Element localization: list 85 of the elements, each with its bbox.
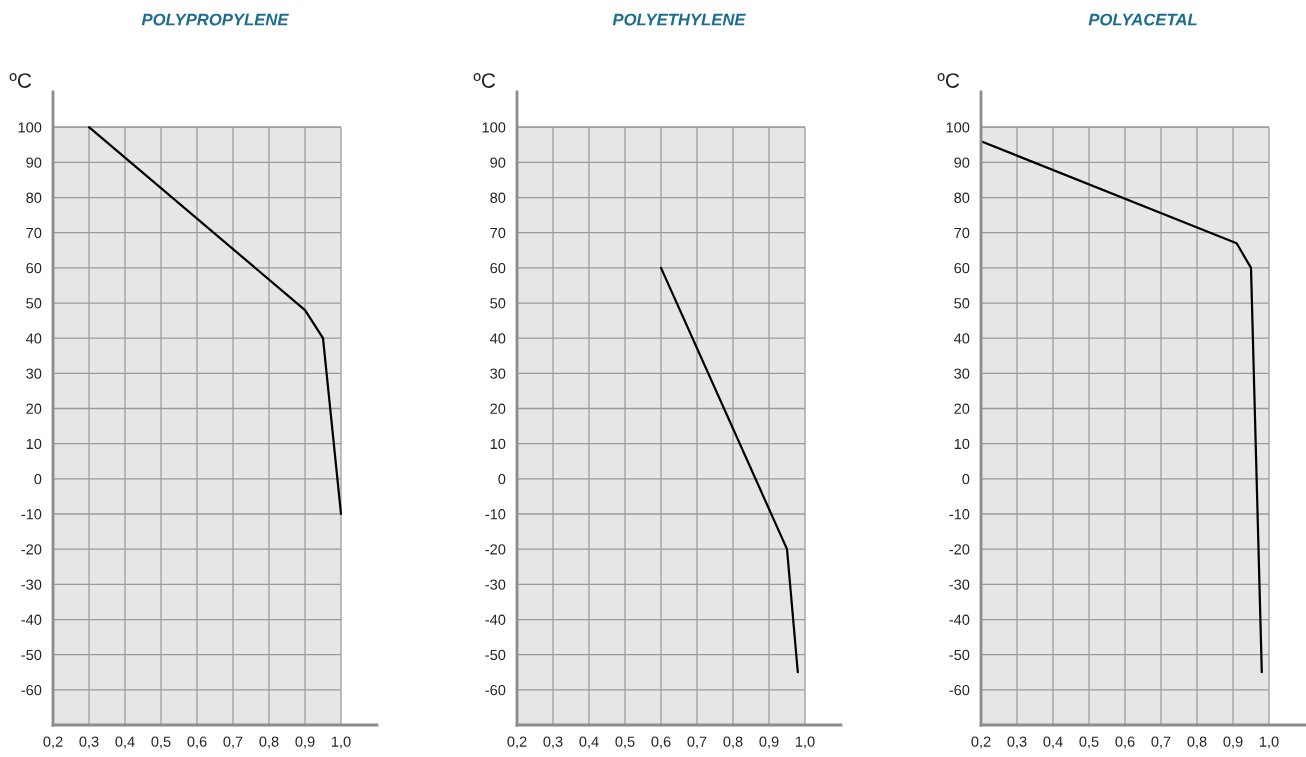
- y-tick-label: 50: [26, 298, 42, 309]
- chart-title: POLYACETAL: [1088, 13, 1197, 26]
- x-tick-label: 0,6: [1115, 736, 1135, 749]
- line-series: [87, 126, 343, 516]
- y-tick-label: 20: [26, 403, 42, 414]
- x-tick-label: 0,2: [43, 736, 63, 749]
- x-tick-label: 1,0: [795, 736, 815, 749]
- y-tick-label: 100: [482, 122, 506, 133]
- y-tick-label: 0: [34, 473, 42, 485]
- x-tick-label: 0,3: [79, 736, 99, 749]
- x-tick-label: 0,5: [1079, 736, 1099, 749]
- y-tick-label: 70: [954, 227, 970, 239]
- y-tick-label: -30: [949, 579, 970, 590]
- x-tick-label: 0,2: [971, 736, 991, 749]
- x-tick-label: 0,7: [223, 736, 243, 749]
- y-tick-label: 0: [962, 473, 970, 485]
- y-tick-label: -50: [21, 649, 42, 661]
- x-tick-label: 0,4: [1043, 736, 1063, 749]
- y-tick-label: 80: [954, 192, 970, 203]
- y-tick-label: -10: [949, 509, 970, 520]
- x-tick-label: 0,9: [295, 736, 315, 749]
- x-tick-label: 0,9: [759, 736, 779, 749]
- x-tick-label: 0,4: [579, 736, 599, 749]
- x-tick-label: 1,0: [331, 736, 351, 749]
- y-tick-label: 80: [490, 192, 506, 203]
- y-tick-label: -60: [485, 684, 506, 696]
- y-tick-label: 80: [26, 192, 42, 203]
- y-axis-title: ºC: [9, 73, 32, 88]
- x-tick-label: 0,5: [151, 736, 171, 749]
- y-tick-label: 70: [26, 227, 42, 239]
- x-tick-label: 0,3: [1007, 736, 1027, 749]
- y-tick-label: -20: [21, 544, 42, 555]
- x-tick-label: 0,2: [507, 736, 527, 749]
- y-tick-label: 90: [26, 157, 42, 168]
- x-tick-label: 0,5: [615, 736, 635, 749]
- x-tick-label: 0,9: [1223, 736, 1243, 749]
- y-tick-label: 40: [26, 333, 42, 344]
- x-tick-label: 0,4: [115, 736, 135, 749]
- y-tick-label: 60: [26, 262, 42, 274]
- y-tick-label: -40: [21, 614, 42, 625]
- x-tick-label: 0,6: [651, 736, 671, 749]
- y-axis-title: ºC: [473, 73, 496, 88]
- y-tick-label: -60: [949, 684, 970, 696]
- y-tick-label: 50: [490, 298, 506, 309]
- x-tick-label: 1,0: [1259, 736, 1279, 749]
- y-tick-label: -20: [949, 544, 970, 555]
- chart-title: POLYPROPYLENE: [141, 13, 289, 26]
- y-tick-label: 0: [498, 473, 506, 485]
- y-tick-label: 30: [490, 368, 506, 379]
- y-tick-label: -40: [949, 614, 970, 625]
- y-tick-label: 60: [490, 262, 506, 274]
- y-tick-label: 20: [954, 403, 970, 414]
- y-tick-label: -30: [21, 579, 42, 590]
- y-tick-label: 100: [18, 122, 42, 133]
- y-tick-label: 90: [954, 157, 970, 168]
- y-tick-label: -10: [485, 509, 506, 520]
- y-tick-label: 70: [490, 227, 506, 239]
- y-tick-label: -30: [485, 579, 506, 590]
- y-tick-label: 20: [490, 403, 506, 414]
- y-tick-label: 50: [954, 298, 970, 309]
- y-tick-label: 40: [490, 333, 506, 344]
- y-tick-label: -20: [485, 544, 506, 555]
- y-tick-label: 100: [946, 122, 970, 133]
- y-tick-label: -50: [949, 649, 970, 661]
- y-tick-label: 60: [954, 262, 970, 274]
- x-tick-label: 0,7: [1151, 736, 1171, 749]
- y-tick-label: -50: [485, 649, 506, 661]
- x-tick-label: 0,8: [1187, 736, 1207, 749]
- y-tick-label: 10: [26, 438, 42, 450]
- y-tick-label: -60: [21, 684, 42, 696]
- y-tick-label: -10: [21, 509, 42, 520]
- y-tick-label: 30: [26, 368, 42, 379]
- x-tick-label: 0,6: [187, 736, 207, 749]
- y-tick-label: 30: [954, 368, 970, 379]
- y-tick-label: 40: [954, 333, 970, 344]
- y-axis-title: ºC: [937, 73, 960, 88]
- x-tick-label: 0,7: [687, 736, 707, 749]
- y-tick-label: -40: [485, 614, 506, 625]
- y-tick-label: 10: [954, 438, 970, 450]
- x-tick-label: 0,8: [259, 736, 279, 749]
- chart-title: POLYETHYLENE: [612, 13, 746, 26]
- x-tick-label: 0,3: [543, 736, 563, 749]
- y-tick-label: 10: [490, 438, 506, 450]
- x-tick-label: 0,8: [723, 736, 743, 749]
- y-tick-label: 90: [490, 157, 506, 168]
